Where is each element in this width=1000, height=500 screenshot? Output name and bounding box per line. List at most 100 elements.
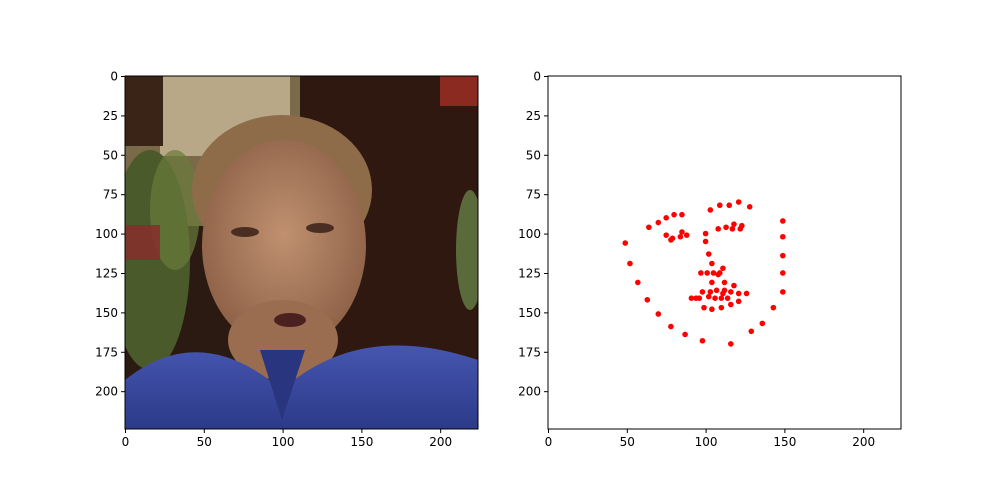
landmark-point [737,226,744,232]
scatter-xtick-label: 150 [773,435,796,449]
landmark-point [748,328,755,335]
scatter-ytick-label: 175 [518,345,541,359]
landmark-point [702,238,709,245]
landmark-point [710,270,717,276]
scatter-axes: 0 50 100 150 200 0 25 50 75 100 125 150 175 200 [518,70,902,449]
image-axes: 0 50 100 150 200 0 25 50 75 100 125 150 175 200 [95,70,479,449]
landmark-point [705,251,712,257]
scatter-ytick-label: 100 [518,227,541,241]
landmark-point [731,221,737,227]
scatter-xtick-label: 0 [545,435,553,449]
landmark-point [707,289,714,295]
landmark-point [655,311,662,317]
landmark-point [713,287,720,294]
landmark-point [644,296,651,303]
scatter-plot-area [547,75,902,430]
face-photo [125,76,478,429]
landmark-point [671,211,677,218]
landmark-point [721,279,728,286]
landmark-point [716,202,723,209]
landmark-point [780,252,786,259]
landmark-point [729,226,736,232]
landmark-point [724,295,731,302]
image-ytick-label: 200 [95,385,118,399]
scatter-xtick-label: 100 [695,435,718,449]
image-ytick-label: 0 [110,70,118,84]
image-ytick-label: 175 [95,345,118,359]
image-ytick-label: 25 [103,109,118,123]
landmark-point [715,226,721,232]
landmark-point [663,232,669,238]
landmark-point [677,233,684,240]
scatter-points [622,199,786,347]
image-ytick-label: 125 [95,266,118,280]
landmark-point [728,341,734,347]
landmark-point [718,295,725,302]
landmark-point [627,260,633,267]
landmark-point [720,265,726,272]
scatter-ytick-label: 200 [518,385,541,399]
landmark-point [707,207,714,213]
landmark-point [705,293,712,300]
scatter-ytick-label: 150 [518,306,541,320]
landmark-point [682,331,688,338]
landmark-point [720,290,726,297]
landmark-point [679,229,685,235]
landmark-point [735,199,742,205]
landmark-point [759,320,766,327]
landmark-point [696,295,703,302]
landmark-point [780,289,786,295]
landmark-point [683,232,690,238]
landmark-point [770,304,777,311]
landmark-point [698,270,704,276]
landmark-point [668,323,674,330]
landmark-point [679,211,685,218]
image-ytick-label: 150 [95,306,118,320]
landmark-point [746,203,753,210]
scatter-ytick-label: 25 [526,109,541,123]
landmark-point [728,289,734,295]
image-xtick-label: 50 [197,435,212,449]
landmark-point [701,304,707,311]
landmark-point [780,233,786,240]
landmark-point [731,282,737,289]
landmark-point [699,289,706,295]
landmark-point [780,218,786,224]
landmark-point [635,279,641,286]
landmark-point [718,304,725,311]
landmark-point [780,270,786,276]
image-ytick-label: 50 [103,148,118,162]
landmark-point [646,224,652,231]
image-xtick-label: 0 [122,435,130,449]
landmark-point [715,271,721,278]
landmark-point [723,224,729,231]
image-xtick-label: 200 [429,435,452,449]
landmark-point [735,290,742,297]
landmark-point [704,270,710,276]
image-xtick-label: 150 [350,435,373,449]
landmark-point [709,279,715,286]
scatter-ytick-label: 0 [533,70,541,84]
scatter-xtick-label: 50 [620,435,635,449]
landmark-point [655,219,662,226]
landmark-point [712,295,718,302]
landmark-point [702,230,709,237]
image-xtick-label: 100 [272,435,295,449]
landmark-point [688,295,695,302]
landmark-point [726,202,733,209]
landmark-point [699,337,706,344]
image-ytick-label: 100 [95,227,118,241]
landmark-point [728,301,734,308]
landmark-point [668,237,674,243]
landmark-point [663,215,669,221]
landmark-point [743,290,750,297]
scatter-ytick-label: 75 [526,188,541,202]
landmark-point [622,240,629,246]
scatter-ytick-label: 125 [518,266,541,280]
landmark-point [735,298,742,305]
scatter-ytick-label: 50 [526,148,541,162]
image-ytick-label: 75 [103,188,118,202]
landmark-point [709,306,715,313]
landmark-point [709,260,715,267]
